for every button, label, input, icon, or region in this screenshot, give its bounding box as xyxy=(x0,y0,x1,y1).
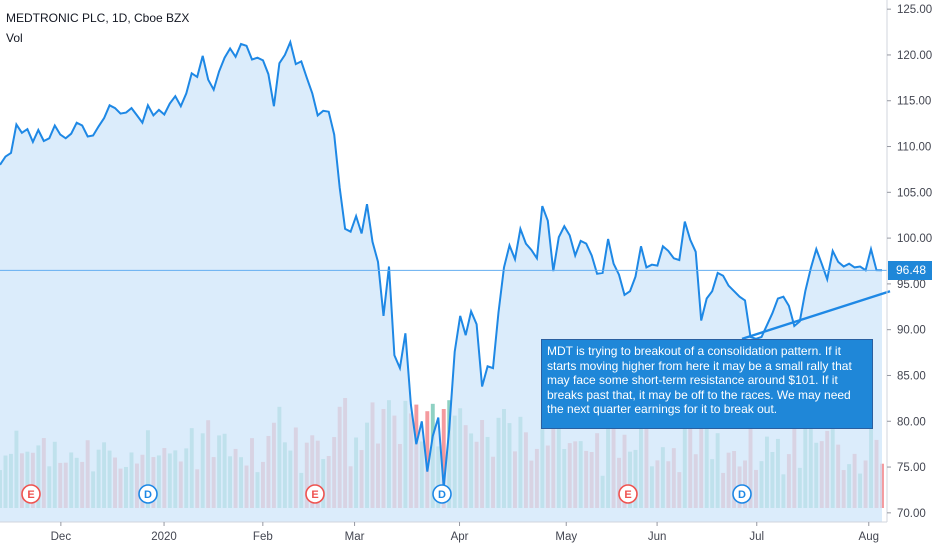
x-tick-label: Jun xyxy=(648,531,667,543)
dividend-event-icon[interactable]: D xyxy=(138,484,158,504)
event-letter: D xyxy=(438,489,446,501)
volume-bar xyxy=(441,409,446,508)
event-letter: E xyxy=(27,489,34,501)
y-tick-label: 125.00 xyxy=(897,4,932,16)
earnings-event-icon[interactable]: E xyxy=(21,484,41,504)
event-letter: E xyxy=(624,489,631,501)
event-circle xyxy=(732,484,752,504)
y-tick-label: 70.00 xyxy=(897,508,926,520)
volume-label[interactable]: Vol xyxy=(6,31,23,45)
x-tick-label: Feb xyxy=(253,531,273,543)
time-axis[interactable]: Dec 2020 Feb Mar Apr May Jun Jul Aug xyxy=(51,522,879,543)
earnings-event-icon[interactable]: E xyxy=(618,484,638,504)
y-tick-label: 120.00 xyxy=(897,50,932,62)
y-tick-label: 75.00 xyxy=(897,462,926,474)
x-tick-label: Jul xyxy=(749,531,764,543)
y-tick-label: 85.00 xyxy=(897,370,926,382)
annotation-note[interactable]: MDT is trying to breakout of a consolida… xyxy=(541,339,873,429)
earnings-event-icon[interactable]: E xyxy=(305,484,325,504)
event-letter: D xyxy=(738,489,746,501)
x-tick-label: Dec xyxy=(51,531,72,543)
last-price-tag: 96.48 xyxy=(888,261,932,281)
x-tick-label: Mar xyxy=(345,531,365,543)
y-tick-label: 95.00 xyxy=(897,279,926,291)
y-tick-label: 105.00 xyxy=(897,187,932,199)
trend-line[interactable] xyxy=(741,290,891,340)
dividend-event-icon[interactable]: D xyxy=(432,484,452,504)
x-tick-label: May xyxy=(555,531,577,543)
y-tick-label: 110.00 xyxy=(897,142,931,154)
event-circle xyxy=(138,484,158,504)
x-tick-label: Aug xyxy=(859,531,879,543)
event-letter: D xyxy=(144,489,152,501)
event-circle xyxy=(21,484,41,504)
y-tick-label: 100.00 xyxy=(897,233,932,245)
volume-bar xyxy=(425,411,430,508)
event-circle xyxy=(618,484,638,504)
x-tick-label: 2020 xyxy=(151,531,177,543)
y-tick-label: 115.00 xyxy=(897,96,931,108)
event-circle xyxy=(305,484,325,504)
x-tick-label: Apr xyxy=(451,531,469,543)
event-letter: E xyxy=(311,489,318,501)
price-axis[interactable]: 125.00 120.00 115.00 110.00 105.00 100.00 95.0… xyxy=(887,4,932,520)
symbol-title[interactable]: MEDTRONIC PLC, 1D, Cboe BZX xyxy=(6,11,190,25)
price-line xyxy=(0,38,883,488)
y-tick-label: 80.00 xyxy=(897,416,926,428)
y-tick-label: 90.00 xyxy=(897,325,926,337)
event-circle xyxy=(432,484,452,504)
dividend-event-icon[interactable]: D xyxy=(732,484,752,504)
